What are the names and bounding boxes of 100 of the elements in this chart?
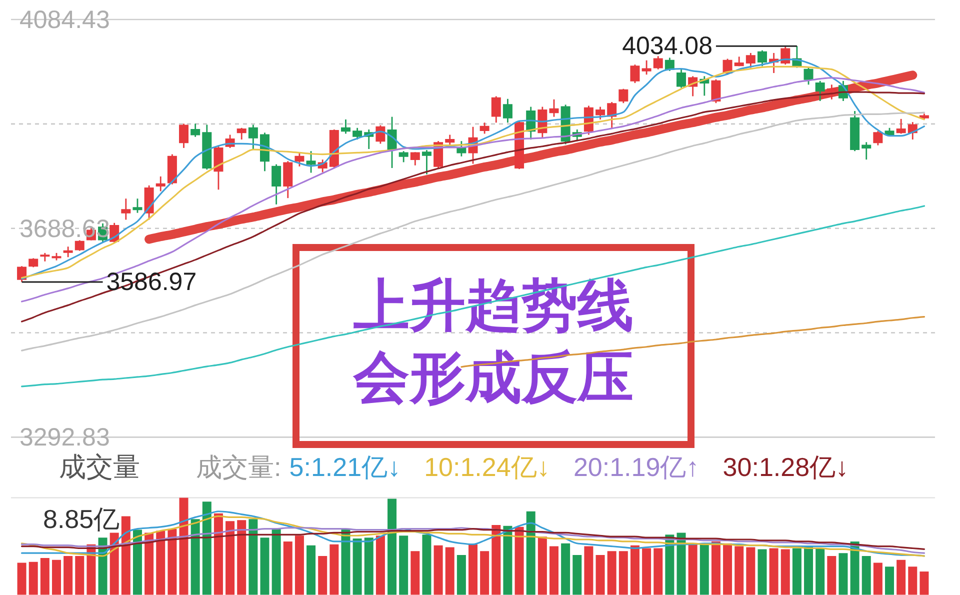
- candlestick: [549, 98, 559, 118]
- bar: [330, 544, 339, 595]
- bar: [75, 556, 84, 595]
- candlestick: [74, 240, 84, 252]
- candlestick: [422, 149, 432, 176]
- bar: [572, 555, 582, 595]
- annotation: 4034.08: [622, 32, 712, 60]
- bar: [168, 528, 177, 595]
- chart-title: 成交量: [59, 452, 140, 482]
- bar: [642, 548, 652, 595]
- bar: [179, 498, 188, 595]
- bar: [827, 556, 836, 595]
- bar: [28, 562, 38, 595]
- candlestick: [596, 106, 606, 120]
- bar: [399, 536, 408, 595]
- text: 30:1.28亿↓: [722, 452, 849, 482]
- bar: [758, 549, 767, 595]
- bar: [144, 532, 154, 595]
- bar: [52, 560, 61, 595]
- candlestick: [283, 160, 293, 199]
- bar: [422, 534, 432, 595]
- bar: [434, 545, 443, 595]
- candlestick: [236, 127, 246, 140]
- candlestick: [340, 118, 350, 134]
- bar: [132, 530, 142, 595]
- bar: [549, 546, 558, 595]
- bar: [561, 543, 570, 595]
- bar: [480, 551, 490, 595]
- bar: [838, 553, 848, 595]
- bar: [410, 551, 420, 595]
- candlestick: [862, 141, 872, 160]
- bar: [388, 498, 397, 595]
- bar: [711, 541, 720, 595]
- bar: [769, 548, 778, 595]
- candlestick: [618, 88, 628, 104]
- bar: [456, 555, 466, 595]
- candlestick: [826, 84, 836, 100]
- bar: [584, 546, 594, 595]
- bar: [352, 538, 362, 595]
- candlestick: [491, 96, 501, 124]
- bar: [607, 551, 616, 595]
- legend-title: 成交量:: [196, 452, 282, 482]
- candlestick: [248, 124, 258, 150]
- bar: [792, 548, 802, 595]
- bar: [341, 528, 350, 595]
- candlestick: [502, 98, 512, 124]
- bar: [445, 547, 454, 595]
- bar: [468, 544, 478, 595]
- bar: [920, 572, 929, 595]
- series-label: 10:1.24亿↓: [424, 452, 550, 482]
- bar: [862, 556, 871, 595]
- bar: [17, 562, 26, 595]
- bar: [237, 520, 246, 595]
- candlestick: [214, 144, 224, 190]
- series-label: 5:1.21亿↓: [289, 452, 401, 482]
- bar: [908, 566, 918, 595]
- bar: [306, 545, 316, 595]
- bar: [618, 551, 628, 595]
- bar: [676, 532, 686, 595]
- candlestick: [780, 46, 790, 66]
- bar: [596, 555, 605, 595]
- candlestick: [132, 198, 142, 214]
- bar: [318, 556, 328, 595]
- bar: [294, 536, 304, 595]
- bar: [202, 502, 212, 595]
- candlestick: [398, 150, 408, 163]
- bar: [630, 545, 640, 595]
- bar: [248, 519, 258, 595]
- bar: [885, 566, 894, 595]
- bar: [723, 543, 732, 595]
- candlestick: [630, 64, 640, 84]
- candlestick: [352, 127, 362, 140]
- bar: [526, 511, 536, 595]
- candlestick: [607, 101, 617, 129]
- candlestick: [156, 176, 166, 192]
- bar: [283, 541, 292, 595]
- bar: [492, 524, 501, 595]
- text: 20:1.19亿↑: [573, 452, 700, 482]
- annotation: 8.85亿: [43, 504, 120, 534]
- candlestick: [179, 122, 189, 149]
- candlestick: [190, 122, 200, 138]
- bar: [214, 513, 223, 595]
- candlestick: [410, 151, 420, 166]
- bar: [64, 556, 73, 595]
- candlestick: [746, 52, 756, 68]
- bar: [804, 546, 814, 595]
- bar: [156, 530, 166, 595]
- bar: [700, 544, 709, 595]
- bar: [688, 543, 698, 595]
- bar: [272, 528, 281, 595]
- bar: [226, 521, 235, 595]
- candlestick: [121, 198, 131, 220]
- candlestick: [711, 78, 721, 104]
- bar: [654, 548, 663, 595]
- candlestick: [642, 60, 652, 76]
- candlestick: [815, 80, 825, 102]
- bar: [816, 548, 825, 595]
- candlestick: [804, 67, 814, 86]
- candlestick: [272, 164, 282, 206]
- bar: [503, 526, 512, 595]
